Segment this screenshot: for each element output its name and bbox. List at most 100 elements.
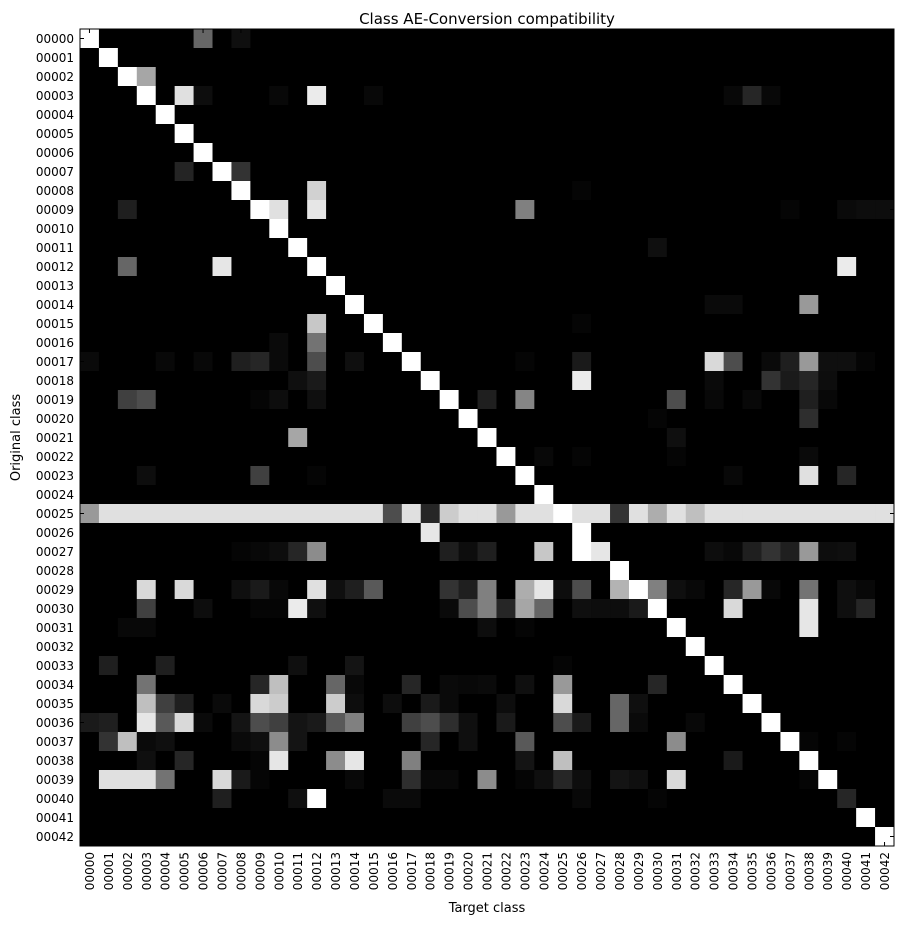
heatmap-cell xyxy=(458,333,478,353)
heatmap-cell xyxy=(439,428,459,448)
heatmap-cell xyxy=(477,105,497,125)
heatmap-cell xyxy=(439,314,459,334)
heatmap-cell xyxy=(212,447,232,467)
heatmap-cell xyxy=(704,675,725,695)
heatmap-cell xyxy=(231,656,251,676)
x-tick-label: 00001 xyxy=(102,852,116,890)
heatmap-cell xyxy=(212,542,232,562)
heatmap-cell xyxy=(80,732,100,752)
heatmap-cell xyxy=(326,580,346,600)
heatmap-cell xyxy=(818,637,838,657)
heatmap-cell xyxy=(212,200,232,220)
heatmap-cell xyxy=(799,200,819,220)
heatmap-cell xyxy=(553,390,573,410)
heatmap-cell xyxy=(515,485,535,505)
heatmap-cell xyxy=(136,333,157,353)
heatmap-cell xyxy=(117,371,138,391)
heatmap-cell xyxy=(553,257,573,277)
y-tick-label: 00037 xyxy=(36,735,74,749)
heatmap-cell xyxy=(174,504,194,524)
heatmap-cell xyxy=(704,523,725,543)
heatmap-cell xyxy=(534,694,554,714)
heatmap-cell xyxy=(799,675,819,695)
heatmap-cell xyxy=(193,105,213,125)
heatmap-cell xyxy=(80,694,100,714)
heatmap-cell xyxy=(799,276,819,296)
heatmap-cell xyxy=(307,542,327,562)
heatmap-cell xyxy=(458,67,478,87)
heatmap-cell xyxy=(628,238,649,258)
heatmap-cell xyxy=(572,143,592,163)
heatmap-cell xyxy=(80,352,100,372)
heatmap-cell xyxy=(382,694,403,714)
heatmap-cell xyxy=(742,219,762,239)
heatmap-cell xyxy=(837,333,857,353)
heatmap-cell xyxy=(174,789,194,809)
heatmap-cell xyxy=(477,618,497,638)
heatmap-cell xyxy=(155,409,176,429)
heatmap-cell xyxy=(780,67,800,87)
heatmap-cell xyxy=(856,770,876,790)
heatmap-cell xyxy=(780,352,800,372)
heatmap-cell xyxy=(345,314,365,334)
heatmap-cell xyxy=(761,675,781,695)
heatmap-cell xyxy=(326,428,346,448)
heatmap-cell xyxy=(80,808,100,828)
heatmap-cell xyxy=(818,428,838,448)
heatmap-cell xyxy=(742,561,762,581)
heatmap-cell xyxy=(496,390,516,410)
heatmap-cell xyxy=(458,485,478,505)
heatmap-cell xyxy=(628,29,649,49)
heatmap-cell xyxy=(572,352,592,372)
heatmap-cell xyxy=(534,447,554,467)
heatmap-cell xyxy=(439,143,459,163)
heatmap-cell xyxy=(591,124,611,144)
heatmap-cell xyxy=(799,466,819,486)
heatmap-cell xyxy=(174,447,194,467)
heatmap-cell xyxy=(363,371,384,391)
heatmap-cell xyxy=(439,390,459,410)
heatmap-cell xyxy=(553,770,573,790)
heatmap-cell xyxy=(856,656,876,676)
heatmap-cell xyxy=(420,352,441,372)
heatmap-cell xyxy=(98,466,119,486)
heatmap-cell xyxy=(704,447,725,467)
heatmap-cell xyxy=(212,656,232,676)
heatmap-cell xyxy=(250,428,270,448)
heatmap-cell xyxy=(837,409,857,429)
heatmap-cell xyxy=(666,504,687,524)
heatmap-cell xyxy=(155,219,176,239)
heatmap-cell xyxy=(458,770,478,790)
heatmap-cell xyxy=(666,67,687,87)
heatmap-cell xyxy=(742,29,762,49)
heatmap-cell xyxy=(799,523,819,543)
heatmap-cell xyxy=(382,808,403,828)
heatmap-cell xyxy=(174,333,194,353)
heatmap-cell xyxy=(534,466,554,486)
heatmap-cell xyxy=(685,276,706,296)
heatmap-cell xyxy=(628,561,649,581)
heatmap-cell xyxy=(420,143,441,163)
heatmap-cell xyxy=(269,466,289,486)
heatmap-cell xyxy=(231,485,251,505)
heatmap-cell xyxy=(818,219,838,239)
heatmap-cell xyxy=(515,580,535,600)
heatmap-cell xyxy=(250,314,270,334)
heatmap-cell xyxy=(496,466,516,486)
heatmap-cell xyxy=(666,542,687,562)
heatmap-cell xyxy=(515,732,535,752)
heatmap-cell xyxy=(269,675,289,695)
heatmap-cell xyxy=(742,504,762,524)
heatmap-cell xyxy=(534,675,554,695)
heatmap-cell xyxy=(704,466,725,486)
heatmap-cell xyxy=(174,428,194,448)
heatmap-cell xyxy=(401,561,422,581)
heatmap-cell xyxy=(799,181,819,201)
heatmap-cell xyxy=(572,162,592,182)
heatmap-cell xyxy=(647,713,668,733)
heatmap-cell xyxy=(288,599,308,619)
heatmap-cell xyxy=(572,675,592,695)
heatmap-cell xyxy=(117,238,138,258)
heatmap-cell xyxy=(98,276,119,296)
heatmap-cell xyxy=(155,181,176,201)
